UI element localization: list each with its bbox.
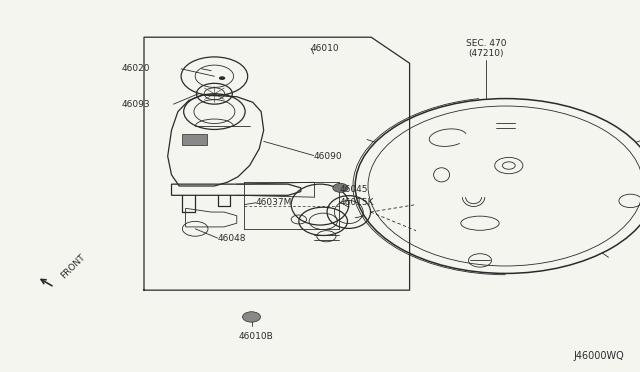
Circle shape (243, 312, 260, 322)
Circle shape (333, 183, 348, 192)
Text: 46015K: 46015K (339, 198, 374, 207)
Text: 46020: 46020 (122, 64, 150, 73)
Bar (182, 134, 207, 145)
Text: 46037M: 46037M (256, 198, 292, 207)
Text: SEC. 470
(47210): SEC. 470 (47210) (466, 39, 507, 58)
Text: 46010: 46010 (310, 44, 339, 53)
Circle shape (219, 76, 225, 80)
Text: 46010B: 46010B (239, 332, 273, 341)
Text: FRONT: FRONT (59, 253, 87, 281)
Text: 46045: 46045 (339, 185, 368, 194)
Text: 46093: 46093 (122, 100, 150, 109)
Text: J46000WQ: J46000WQ (573, 351, 624, 361)
Text: 46090: 46090 (314, 152, 342, 161)
Text: 46048: 46048 (218, 234, 246, 243)
